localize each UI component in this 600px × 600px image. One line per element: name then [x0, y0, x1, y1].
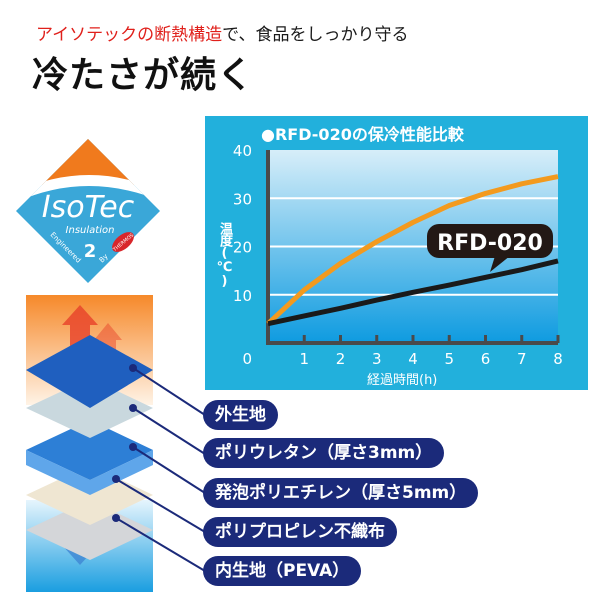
layer-5: [26, 500, 153, 560]
x-tick-label: 1: [299, 350, 309, 368]
x-tick-label: 0: [242, 350, 252, 368]
layer-label-polyethylene-foam: 発泡ポリエチレン（厚さ5mm）: [203, 478, 479, 508]
layer-2: [26, 378, 153, 438]
x-tick-label: 6: [481, 350, 491, 368]
logo-sub: Insulation: [66, 225, 115, 236]
x-tick-label: 2: [336, 350, 346, 368]
chart-title: ●RFD-020の保冷性能比較: [261, 125, 465, 144]
y-axis-label: 温度(℃): [217, 222, 232, 288]
tagline: アイソテックの断熱構造で、食品をしっかり守る: [36, 20, 408, 45]
x-tick-label: 7: [517, 350, 527, 368]
y-tick-label: 20: [233, 239, 252, 257]
tagline-rest: で、食品をしっかり守る: [222, 25, 409, 45]
layer-1: [26, 335, 153, 408]
layer-label-inner-fabric: 内生地（PEVA）: [203, 556, 362, 586]
y-tick-label: 40: [233, 142, 252, 160]
callout-label: RFD-020: [437, 231, 543, 256]
thermos-badge: [112, 232, 134, 252]
x-tick-label: 5: [444, 350, 454, 368]
x-tick-label: 8: [553, 350, 563, 368]
cooling-chart: ●RFD-020の保冷性能比較 10 20 30 40 0 1 2 3 4 5 6 7 8 RFD-02…: [205, 116, 588, 390]
logo-number: 2: [84, 241, 97, 262]
logo-brand: IsoTec: [42, 190, 135, 225]
tagline-highlight: アイソテックの断熱構造: [36, 25, 223, 45]
y-tick-label: 30: [233, 190, 252, 208]
x-tick-label: 3: [372, 350, 382, 368]
headline: 冷たさが続く: [32, 55, 255, 96]
layer-label-polyurethane: ポリウレタン（厚さ3mm）: [203, 438, 445, 468]
layer-label-outer-fabric: 外生地: [203, 400, 278, 430]
layer-diagram: [26, 295, 206, 592]
logo-by: By: [98, 252, 110, 264]
rfd-020-callout: RFD-020: [427, 224, 553, 272]
layer-3: [26, 420, 153, 480]
isotec-logo: IsoTec Insulation 2 Engineered By THERMO…: [16, 139, 160, 283]
layer-label-polypropylene: ポリプロピレン不織布: [203, 517, 397, 547]
x-axis-label: 経過時間(h): [367, 373, 437, 388]
x-tick-label: 4: [408, 350, 418, 368]
y-tick-label: 10: [233, 287, 252, 305]
